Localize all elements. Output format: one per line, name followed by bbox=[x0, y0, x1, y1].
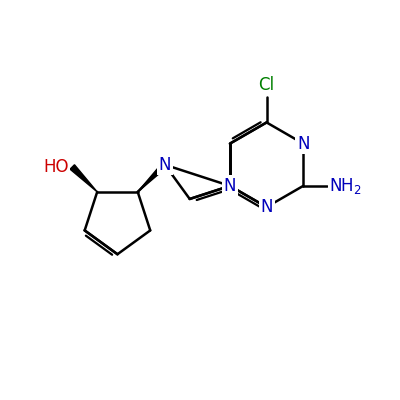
Text: N: N bbox=[297, 134, 310, 152]
Text: N: N bbox=[260, 198, 273, 216]
Text: N: N bbox=[159, 156, 171, 174]
Text: Cl: Cl bbox=[258, 76, 275, 94]
Text: HO: HO bbox=[44, 158, 69, 176]
Polygon shape bbox=[138, 162, 167, 192]
Polygon shape bbox=[70, 165, 97, 192]
Text: N: N bbox=[224, 177, 236, 195]
Text: NH$_2$: NH$_2$ bbox=[329, 176, 362, 196]
